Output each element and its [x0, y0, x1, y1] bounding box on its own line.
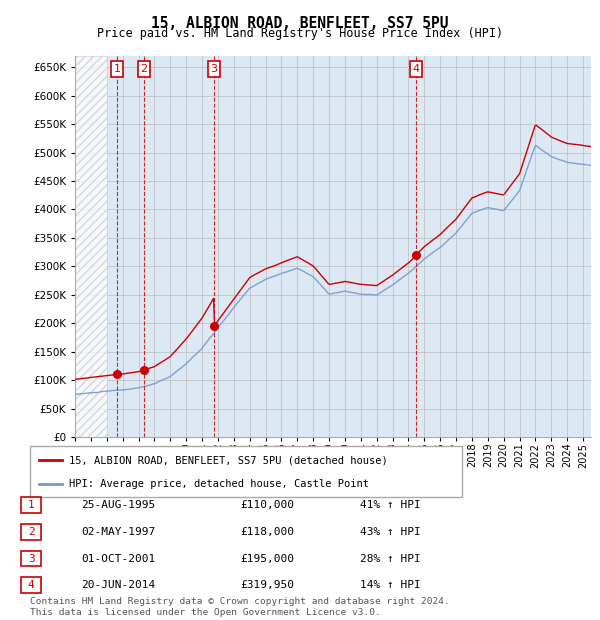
- Text: 2: 2: [28, 527, 35, 537]
- Text: 25-AUG-1995: 25-AUG-1995: [81, 500, 155, 510]
- Text: 02-MAY-1997: 02-MAY-1997: [81, 527, 155, 537]
- Text: 14% ↑ HPI: 14% ↑ HPI: [360, 580, 421, 590]
- Text: 20-JUN-2014: 20-JUN-2014: [81, 580, 155, 590]
- Text: £195,000: £195,000: [240, 554, 294, 564]
- Text: 01-OCT-2001: 01-OCT-2001: [81, 554, 155, 564]
- Text: 3: 3: [28, 554, 35, 564]
- Text: 43% ↑ HPI: 43% ↑ HPI: [360, 527, 421, 537]
- Text: 41% ↑ HPI: 41% ↑ HPI: [360, 500, 421, 510]
- Text: 15, ALBION ROAD, BENFLEET, SS7 5PU (detached house): 15, ALBION ROAD, BENFLEET, SS7 5PU (deta…: [69, 455, 388, 465]
- Text: £110,000: £110,000: [240, 500, 294, 510]
- Text: £118,000: £118,000: [240, 527, 294, 537]
- Text: 1: 1: [113, 64, 121, 74]
- Text: HPI: Average price, detached house, Castle Point: HPI: Average price, detached house, Cast…: [69, 479, 369, 489]
- Text: £319,950: £319,950: [240, 580, 294, 590]
- Text: 1: 1: [28, 500, 35, 510]
- Text: 28% ↑ HPI: 28% ↑ HPI: [360, 554, 421, 564]
- Bar: [75, 56, 107, 437]
- Text: 3: 3: [211, 64, 217, 74]
- Text: 4: 4: [412, 64, 419, 74]
- Text: Contains HM Land Registry data © Crown copyright and database right 2024.
This d: Contains HM Land Registry data © Crown c…: [30, 598, 450, 617]
- Text: 2: 2: [140, 64, 148, 74]
- Text: 4: 4: [28, 580, 35, 590]
- Text: 15, ALBION ROAD, BENFLEET, SS7 5PU: 15, ALBION ROAD, BENFLEET, SS7 5PU: [151, 16, 449, 30]
- Text: Price paid vs. HM Land Registry's House Price Index (HPI): Price paid vs. HM Land Registry's House …: [97, 27, 503, 40]
